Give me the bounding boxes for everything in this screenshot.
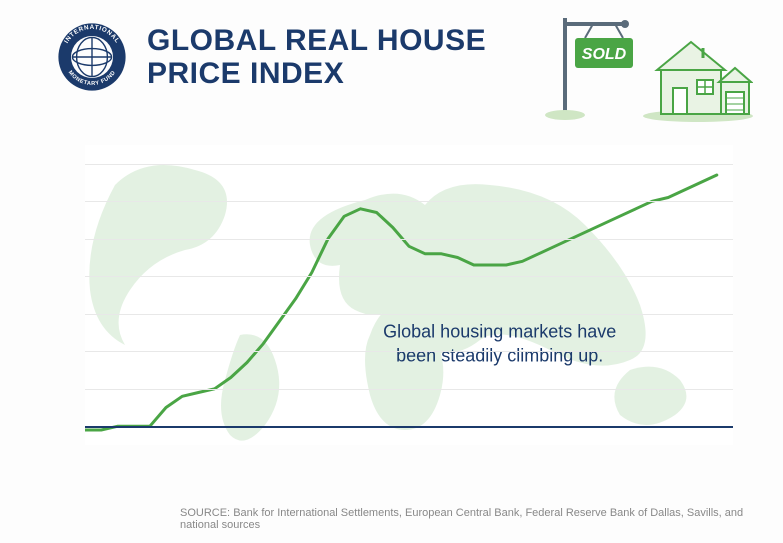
sold-label: SOLD bbox=[582, 46, 627, 63]
source-citation: SOURCE: Bank for International Settlemen… bbox=[180, 507, 783, 531]
gridline bbox=[85, 276, 733, 277]
gridline bbox=[85, 239, 733, 240]
price-line bbox=[85, 145, 733, 445]
source-label: SOURCE: bbox=[180, 507, 230, 519]
header: INTERNATIONAL MONETARY FUND GLOBAL REAL … bbox=[57, 22, 486, 92]
chart-annotation: Global housing markets have been steadil… bbox=[383, 319, 616, 368]
page-title: GLOBAL REAL HOUSE PRICE INDEX bbox=[147, 24, 486, 90]
source-text: Bank for International Settlements, Euro… bbox=[180, 507, 743, 531]
gridline bbox=[85, 164, 733, 165]
gridline bbox=[85, 389, 733, 390]
title-line-2: PRICE INDEX bbox=[147, 57, 344, 90]
gridline bbox=[85, 201, 733, 202]
gridline bbox=[85, 314, 733, 315]
annotation-line-2: been steadily climbing up. bbox=[396, 346, 603, 366]
title-line-1: GLOBAL REAL HOUSE bbox=[147, 24, 486, 57]
sold-house-illustration: SOLD bbox=[543, 18, 753, 123]
price-index-chart: Global housing markets have been steadil… bbox=[51, 145, 746, 480]
gridline bbox=[85, 351, 733, 352]
annotation-line-1: Global housing markets have bbox=[383, 321, 616, 341]
gridline bbox=[85, 426, 733, 428]
imf-logo-icon: INTERNATIONAL MONETARY FUND bbox=[57, 22, 127, 92]
